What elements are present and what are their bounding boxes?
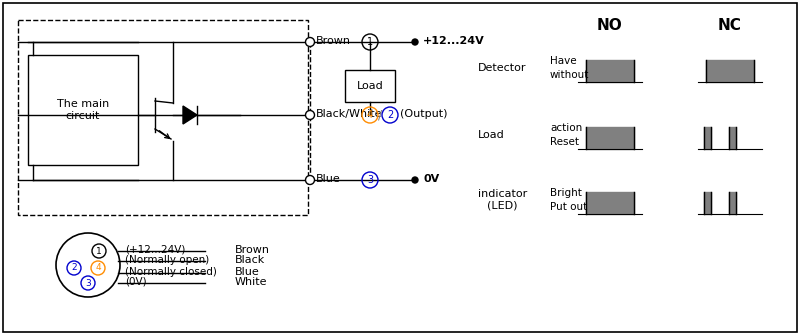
- Text: 1: 1: [367, 37, 373, 47]
- Circle shape: [306, 38, 314, 47]
- Bar: [704, 127, 711, 149]
- Text: 2: 2: [71, 264, 77, 272]
- Text: Load: Load: [357, 81, 383, 91]
- Text: Blue: Blue: [316, 174, 341, 184]
- Text: +12...24V: +12...24V: [423, 36, 485, 46]
- Text: (Normally closed): (Normally closed): [125, 267, 217, 277]
- Bar: [729, 192, 736, 214]
- Text: Put out: Put out: [550, 202, 587, 212]
- Text: The main
circuit: The main circuit: [57, 99, 109, 121]
- Bar: [28, 55, 138, 165]
- Text: 4: 4: [95, 264, 101, 272]
- Text: 1: 1: [96, 247, 102, 256]
- Text: 3: 3: [367, 175, 373, 185]
- Bar: [586, 192, 634, 214]
- Text: Have: Have: [550, 56, 577, 66]
- Text: (0V): (0V): [125, 277, 146, 287]
- Circle shape: [412, 39, 418, 45]
- Bar: [729, 127, 736, 149]
- Circle shape: [412, 177, 418, 183]
- Text: (Normally open): (Normally open): [125, 255, 210, 265]
- Text: Brown: Brown: [235, 245, 270, 255]
- Text: /: /: [378, 109, 382, 122]
- Text: without: without: [550, 70, 590, 80]
- Circle shape: [306, 176, 314, 185]
- Text: (Output): (Output): [400, 109, 447, 119]
- Text: indicator
(LED): indicator (LED): [478, 189, 527, 211]
- Text: White: White: [235, 277, 267, 287]
- Text: Black: Black: [235, 255, 266, 265]
- Text: Blue: Blue: [235, 267, 260, 277]
- Text: Reset: Reset: [550, 137, 579, 147]
- Text: NO: NO: [597, 17, 623, 32]
- Bar: [586, 127, 634, 149]
- Text: NC: NC: [718, 17, 742, 32]
- Bar: [345, 70, 395, 102]
- Bar: [706, 60, 754, 82]
- Text: Brown: Brown: [316, 36, 351, 46]
- Text: 0V: 0V: [423, 174, 439, 184]
- Text: Load: Load: [478, 130, 505, 140]
- Bar: [18, 20, 308, 215]
- Bar: [586, 60, 634, 82]
- Circle shape: [306, 111, 314, 120]
- Text: 2: 2: [387, 110, 393, 120]
- Text: 4: 4: [367, 110, 373, 120]
- Polygon shape: [183, 106, 197, 124]
- Text: Black/White: Black/White: [316, 109, 382, 119]
- Text: 3: 3: [85, 278, 91, 287]
- Text: Detector: Detector: [478, 63, 526, 73]
- Text: Bright: Bright: [550, 188, 582, 198]
- Bar: [704, 192, 711, 214]
- Text: (+12...24V): (+12...24V): [125, 245, 186, 255]
- Text: action: action: [550, 123, 582, 133]
